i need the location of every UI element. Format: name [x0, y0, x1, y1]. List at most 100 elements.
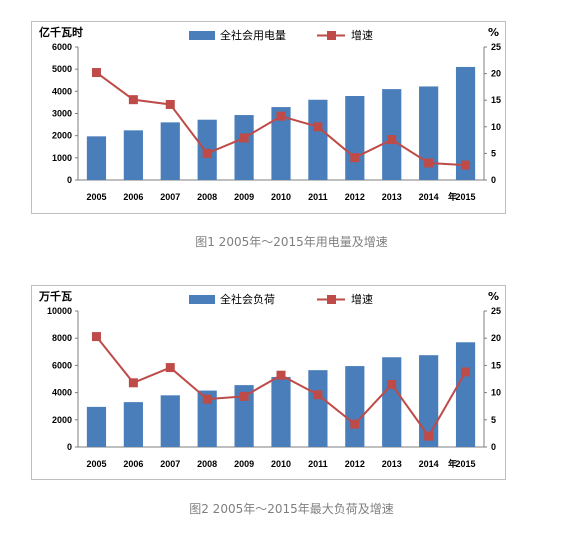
growth-marker — [202, 394, 212, 404]
bar — [160, 122, 180, 180]
right-tick-label: 0 — [491, 442, 496, 452]
growth-marker — [165, 99, 175, 109]
bar — [382, 89, 402, 180]
legend-line-label: 增速 — [351, 292, 373, 306]
bar — [271, 107, 291, 180]
legend-bar-swatch — [189, 31, 215, 40]
x-tick-label: 2007 — [160, 192, 180, 202]
left-unit-label: 万千瓦 — [38, 289, 72, 303]
x-tick-label: 2005 — [86, 459, 106, 469]
legend-line-marker — [327, 295, 336, 304]
right-tick-label: 0 — [491, 175, 496, 185]
left-tick-label: 10000 — [47, 306, 72, 316]
legend-bar-label: 全社会用电量 — [220, 28, 286, 42]
growth-marker — [128, 378, 138, 388]
right-tick-label: 15 — [491, 360, 501, 370]
x-tick-label: 2014 — [419, 192, 439, 202]
x-tick-label: 2006 — [123, 459, 143, 469]
x-tick-label: 2007 — [160, 459, 180, 469]
chart-panel-2: 0 2000 4000 6000 8000 10000 0 5 10 15 20 25 2005 2006… — [31, 285, 506, 480]
x-tick-label: 2005 — [86, 192, 106, 202]
x-tick-label: 2010 — [271, 192, 291, 202]
growth-marker — [424, 431, 434, 441]
left-tick-label: 0 — [67, 175, 72, 185]
left-tick-label: 6000 — [52, 360, 72, 370]
bar — [160, 395, 180, 447]
right-tick-label: 5 — [491, 148, 496, 158]
right-tick-label: 15 — [491, 95, 501, 105]
x-axis-suffix: 年 — [448, 458, 457, 469]
bar — [419, 86, 439, 180]
chart-2-caption: 图2 2005年～2015年最大负荷及增速 — [189, 502, 394, 516]
growth-marker — [387, 135, 397, 145]
bar — [271, 376, 291, 447]
right-unit-label: % — [488, 26, 499, 39]
bar — [123, 402, 143, 447]
growth-marker — [313, 390, 323, 400]
right-unit-label: % — [488, 290, 499, 303]
x-tick-label: 2012 — [345, 192, 365, 202]
bar — [308, 99, 328, 180]
left-tick-label: 0 — [67, 442, 72, 452]
x-tick-label: 2011 — [308, 459, 328, 469]
growth-marker — [350, 419, 360, 429]
bar — [308, 370, 328, 447]
bar — [455, 342, 476, 447]
x-tick-label: 2015 — [456, 459, 476, 469]
growth-marker — [239, 133, 249, 143]
growth-marker — [276, 111, 286, 121]
growth-marker — [461, 367, 471, 377]
bar — [382, 357, 402, 447]
x-tick-label: 2011 — [308, 192, 328, 202]
right-tick-label: 5 — [491, 415, 496, 425]
left-tick-label: 4000 — [52, 86, 72, 96]
bar — [234, 385, 254, 447]
x-tick-label: 2008 — [197, 192, 217, 202]
x-tick-label: 2012 — [345, 459, 365, 469]
right-tick-label: 20 — [491, 69, 501, 79]
bar — [86, 406, 107, 447]
chart-panel-1: 0 1000 2000 3000 4000 5000 6000 0 5 10 15 20 25 2005 2… — [31, 21, 506, 214]
right-tick-label: 10 — [491, 122, 501, 132]
left-tick-label: 2000 — [52, 415, 72, 425]
bar — [455, 66, 476, 180]
growth-marker — [91, 68, 101, 78]
x-axis-suffix: 年 — [448, 191, 457, 202]
left-tick-label: 6000 — [52, 42, 72, 52]
bar — [123, 130, 143, 180]
left-tick-label: 8000 — [52, 333, 72, 343]
x-tick-label: 2009 — [234, 192, 254, 202]
growth-marker — [202, 148, 212, 158]
right-tick-label: 10 — [491, 388, 501, 398]
growth-marker — [313, 122, 323, 132]
chart-2-svg: 0 2000 4000 6000 8000 10000 0 5 10 15 20 25 2005 2006… — [38, 289, 501, 469]
growth-marker — [424, 158, 434, 168]
bar — [419, 355, 439, 447]
legend-bar-label: 全社会负荷 — [220, 292, 275, 306]
growth-marker — [165, 363, 175, 373]
x-tick-label: 2014 — [419, 459, 439, 469]
x-tick-label: 2013 — [382, 459, 402, 469]
left-unit-label: 亿千瓦时 — [39, 25, 83, 39]
left-tick-label: 4000 — [52, 388, 72, 398]
left-tick-label: 3000 — [52, 109, 72, 119]
left-tick-label: 5000 — [52, 64, 72, 74]
x-tick-label: 2008 — [197, 459, 217, 469]
x-tick-label: 2010 — [271, 459, 291, 469]
growth-marker — [387, 379, 397, 389]
x-tick-label: 2009 — [234, 459, 254, 469]
chart-1-svg: 0 1000 2000 3000 4000 5000 6000 0 5 10 15 20 25 2005 2… — [39, 25, 501, 202]
growth-marker — [239, 391, 249, 401]
left-tick-label: 2000 — [52, 131, 72, 141]
bar — [345, 95, 365, 180]
bar — [234, 115, 254, 180]
legend-bar-swatch — [189, 295, 215, 304]
growth-marker — [128, 95, 138, 105]
right-tick-label: 25 — [491, 42, 501, 52]
right-tick-label: 25 — [491, 306, 501, 316]
left-tick-label: 1000 — [52, 153, 72, 163]
legend-line-marker — [327, 31, 336, 40]
growth-marker — [350, 153, 360, 163]
growth-marker — [91, 332, 101, 342]
x-tick-label: 2015 — [456, 192, 476, 202]
